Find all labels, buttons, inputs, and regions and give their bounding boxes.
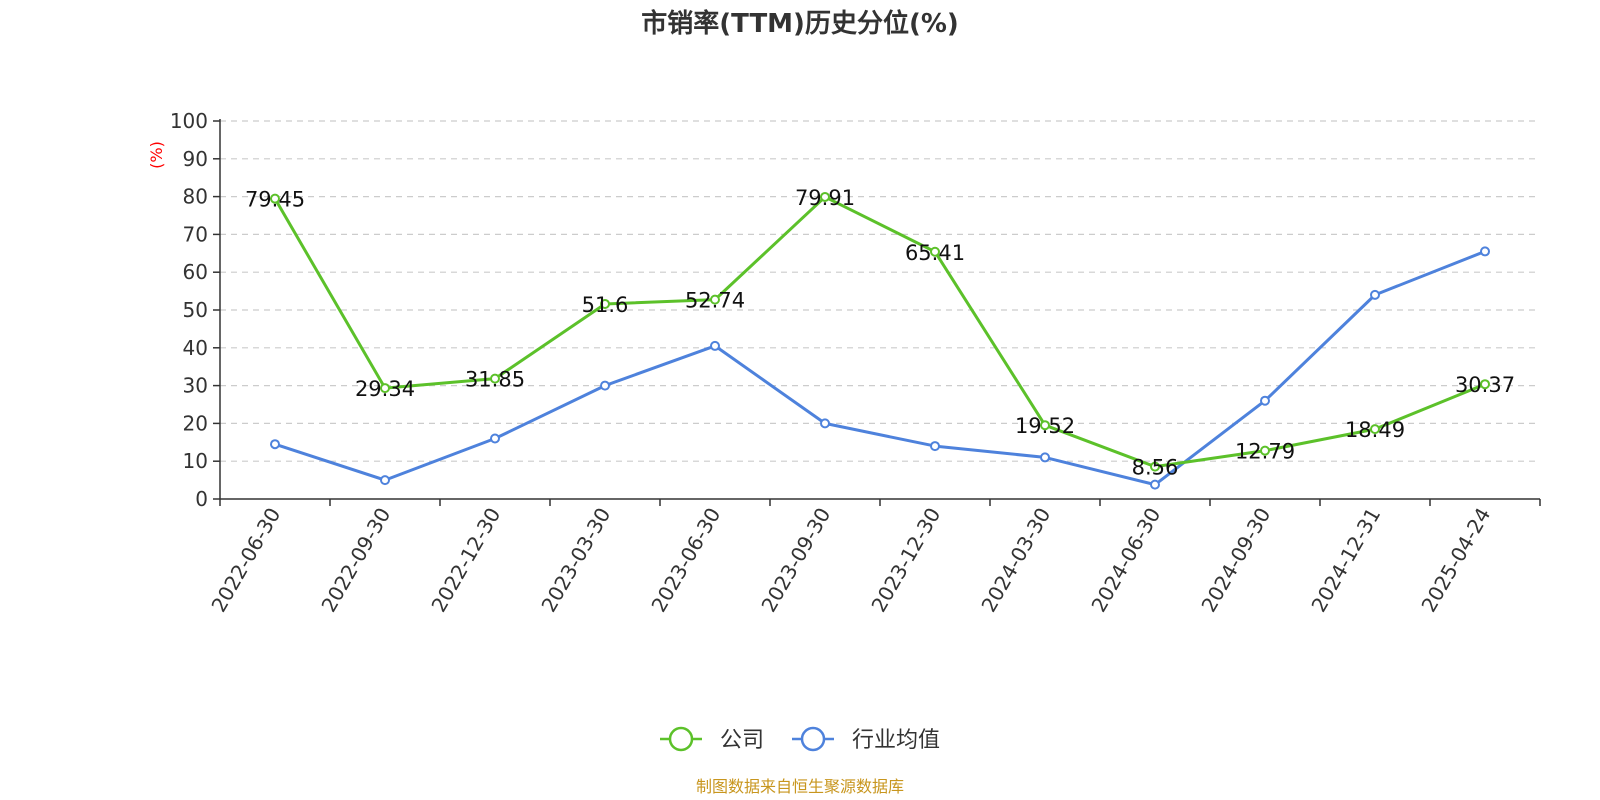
data-label-company: 79.45 [245,188,305,212]
y-tick-label: 50 [183,298,208,322]
series-industry-average [270,246,1490,490]
data-point-industry-average [270,439,280,450]
data-point-company [600,298,610,309]
x-tick-label: 2023-06-30 [646,504,725,617]
data-labels: 79.45 29.34 31.85 51.6 52.74 79.91 65.41 19.52 8… [245,186,1515,480]
series-company [270,191,1490,472]
y-tick-label: 70 [183,222,208,246]
legend-label-industry-average: 行业均值 [852,728,940,753]
data-point-industry-average [1260,395,1270,406]
x-tick-labels: 2022-06-30 2022-09-30 2022-12-30 2023-03-30… [206,504,1495,617]
legend-marker-company [668,726,694,752]
data-label-company: 79.91 [795,186,855,210]
x-tick-label: 2024-03-30 [976,504,1055,617]
data-point-company [930,246,940,257]
y-tick-label: 40 [183,336,208,360]
x-tick-label: 2023-03-30 [536,504,615,617]
data-label-company: 19.52 [1015,414,1075,438]
legend-label-company: 公司 [720,728,764,753]
data-point-company [820,191,830,202]
x-tick-label: 2022-09-30 [316,504,395,617]
data-point-industry-average [600,380,610,391]
data-point-industry-average [1150,479,1160,490]
data-point-company [1150,461,1160,472]
legend[interactable]: 公司 行业均值 [660,726,940,753]
y-tick-label: 10 [183,449,208,473]
data-label-company: 65.41 [905,241,965,265]
data-label-company: 30.37 [1455,373,1515,397]
data-label-company: 18.49 [1345,418,1405,442]
x-tick-label: 2023-12-30 [866,504,945,617]
data-point-industry-average [1040,452,1050,463]
series-line-company [273,195,1486,469]
data-point-industry-average [820,418,830,429]
series-line-industry-average [274,250,1486,487]
data-point-company [490,373,500,384]
data-label-company: 31.85 [465,368,525,392]
series-lines [270,191,1490,490]
x-tick-label: 2025-04-24 [1416,504,1495,617]
y-tick-labels: 0 10 20 30 40 50 60 70 80 90 100 [170,109,208,511]
y-axis-label: (%) [147,141,166,169]
data-point-industry-average [1370,289,1380,300]
x-tick-label: 2024-09-30 [1196,504,1275,617]
data-point-company [710,294,720,305]
data-label-company: 52.74 [685,289,745,313]
y-tick-label: 0 [195,487,208,511]
y-tick-label: 100 [170,109,208,133]
x-tick-label: 2022-12-30 [426,504,505,617]
data-point-company [1370,424,1380,435]
x-tick-label: 2024-12-31 [1306,504,1385,617]
legend-item-industry-average[interactable]: 行业均值 [792,726,940,753]
source-note: 制图数据来自恒生聚源数据库 [696,777,904,796]
chart-title: 市销率(TTM)历史分位(%) [641,8,959,39]
y-tick-label: 80 [183,185,208,209]
legend-item-company[interactable]: 公司 [660,726,764,753]
data-label-company: 51.6 [582,293,629,317]
y-tick-label: 60 [183,260,208,284]
x-tick-label: 2022-06-30 [206,504,285,617]
data-label-company: 12.79 [1235,440,1295,464]
data-point-company [1260,445,1270,456]
data-point-industry-average [930,441,940,452]
data-label-company: 8.56 [1132,456,1179,480]
data-point-industry-average [380,475,390,486]
data-point-company [1040,420,1050,431]
data-point-company [1480,379,1490,390]
data-point-industry-average [490,433,500,444]
axes [213,119,1541,506]
data-point-industry-average [1480,246,1490,257]
data-point-company [270,193,280,204]
y-tick-label: 90 [183,147,208,171]
grid-lines [220,120,1540,462]
data-label-company: 29.34 [355,377,415,401]
legend-marker-industry-average [800,726,826,752]
y-tick-label: 30 [183,374,208,398]
data-point-industry-average [710,340,720,351]
data-point-company [380,383,390,394]
x-tick-label: 2024-06-30 [1086,504,1165,617]
x-tick-label: 2023-09-30 [756,504,835,617]
y-tick-label: 20 [183,411,208,435]
